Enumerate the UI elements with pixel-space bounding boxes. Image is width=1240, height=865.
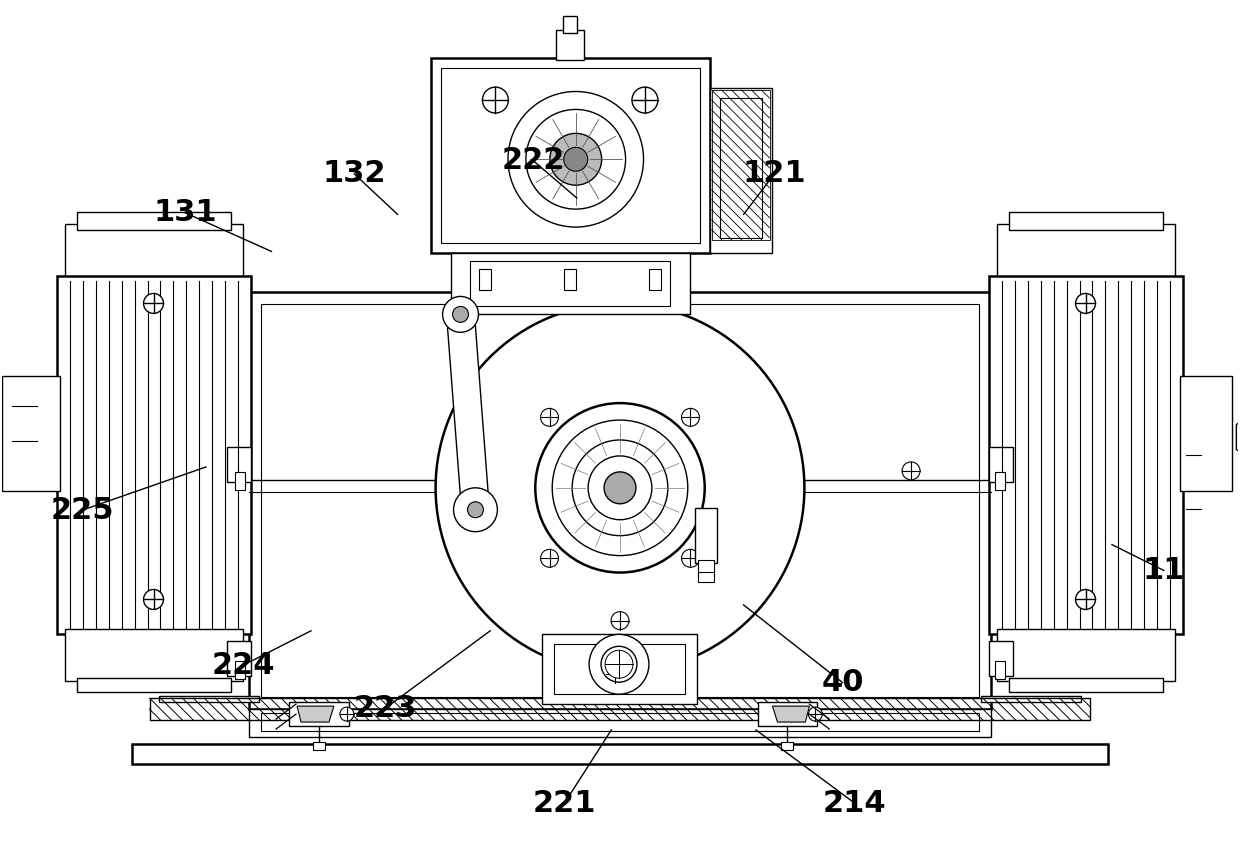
- Bar: [150, 698, 1090, 720]
- Circle shape: [611, 612, 629, 630]
- Polygon shape: [446, 313, 490, 511]
- Bar: [249, 292, 991, 709]
- Bar: [988, 447, 1013, 482]
- Text: 132: 132: [322, 159, 386, 189]
- Bar: [554, 644, 684, 694]
- Circle shape: [564, 147, 588, 171]
- Bar: [997, 224, 1176, 281]
- Circle shape: [1075, 293, 1095, 313]
- Bar: [1009, 678, 1163, 692]
- Circle shape: [549, 133, 601, 185]
- Text: 214: 214: [823, 789, 887, 817]
- Circle shape: [340, 707, 353, 721]
- Circle shape: [901, 462, 920, 480]
- Bar: [262, 713, 978, 731]
- Bar: [994, 661, 1004, 679]
- Bar: [698, 572, 714, 581]
- Circle shape: [1075, 589, 1095, 610]
- Text: 11: 11: [1142, 556, 1185, 585]
- Circle shape: [588, 456, 652, 520]
- Circle shape: [508, 92, 644, 227]
- Bar: [77, 678, 231, 692]
- Bar: [1180, 376, 1233, 490]
- Bar: [981, 696, 1080, 702]
- Circle shape: [606, 665, 624, 683]
- Text: 221: 221: [533, 789, 596, 817]
- Circle shape: [458, 492, 494, 528]
- Text: 121: 121: [743, 159, 806, 189]
- Bar: [227, 447, 252, 482]
- Bar: [227, 641, 252, 676]
- Bar: [2, 376, 60, 490]
- Bar: [160, 696, 259, 702]
- Circle shape: [572, 440, 668, 535]
- Bar: [712, 90, 770, 240]
- Polygon shape: [773, 706, 810, 722]
- Bar: [719, 98, 761, 238]
- Circle shape: [467, 502, 484, 518]
- Circle shape: [808, 707, 822, 721]
- Bar: [649, 268, 661, 291]
- Bar: [564, 268, 577, 291]
- Circle shape: [601, 646, 637, 682]
- Text: 131: 131: [153, 198, 217, 227]
- Bar: [57, 276, 252, 634]
- Bar: [470, 260, 670, 306]
- Bar: [77, 212, 231, 229]
- Bar: [64, 630, 243, 682]
- Circle shape: [552, 420, 688, 555]
- Bar: [131, 744, 1109, 764]
- Circle shape: [536, 403, 704, 573]
- Bar: [1009, 212, 1163, 229]
- Bar: [758, 702, 817, 726]
- Bar: [289, 702, 348, 726]
- Bar: [430, 58, 709, 253]
- Bar: [988, 276, 1183, 634]
- Bar: [236, 472, 246, 490]
- Bar: [988, 641, 1013, 676]
- Bar: [236, 661, 246, 679]
- Bar: [150, 698, 1090, 720]
- Bar: [450, 253, 689, 314]
- Circle shape: [144, 589, 164, 610]
- Text: 222: 222: [502, 146, 565, 176]
- Polygon shape: [1236, 412, 1240, 462]
- Bar: [249, 709, 991, 737]
- Bar: [781, 742, 794, 750]
- Circle shape: [482, 87, 508, 113]
- Bar: [698, 560, 714, 574]
- Circle shape: [526, 110, 626, 209]
- Bar: [440, 68, 699, 242]
- Bar: [709, 88, 771, 253]
- Bar: [563, 16, 577, 33]
- Bar: [694, 508, 717, 562]
- Wedge shape: [438, 305, 802, 520]
- Circle shape: [541, 408, 558, 426]
- Circle shape: [144, 293, 164, 313]
- Bar: [997, 630, 1176, 682]
- Bar: [557, 30, 584, 61]
- Bar: [64, 224, 243, 281]
- Circle shape: [453, 306, 469, 323]
- Text: 223: 223: [353, 694, 417, 723]
- Circle shape: [632, 87, 658, 113]
- Circle shape: [443, 297, 479, 332]
- Text: 224: 224: [211, 650, 275, 680]
- Circle shape: [604, 472, 636, 503]
- Bar: [480, 268, 491, 291]
- Circle shape: [541, 549, 558, 567]
- Bar: [542, 634, 697, 704]
- Circle shape: [605, 650, 632, 678]
- Bar: [262, 304, 978, 697]
- Bar: [312, 742, 325, 750]
- Polygon shape: [298, 706, 334, 722]
- Text: 40: 40: [821, 668, 864, 697]
- Circle shape: [435, 304, 805, 672]
- Circle shape: [589, 634, 649, 694]
- Circle shape: [682, 549, 699, 567]
- Circle shape: [454, 488, 497, 532]
- Text: 225: 225: [51, 496, 114, 524]
- Circle shape: [682, 408, 699, 426]
- Bar: [994, 472, 1004, 490]
